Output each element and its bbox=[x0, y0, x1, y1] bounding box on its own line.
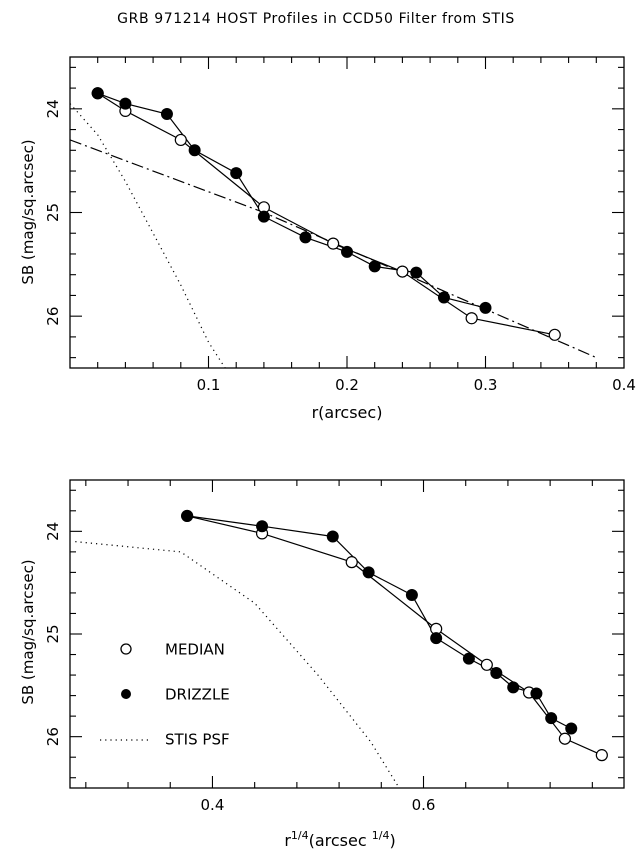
median-point bbox=[327, 237, 340, 250]
legend-drizzle-marker bbox=[121, 689, 131, 699]
x-tick-label: 0.6 bbox=[412, 796, 436, 814]
top-series-lines bbox=[70, 92, 597, 368]
y-tick-label: 24 bbox=[44, 99, 62, 118]
drizzle-point bbox=[326, 530, 339, 543]
bottom-x-axis-label: r1/4(arcsec 1/4) bbox=[284, 829, 395, 850]
y-tick-label: 24 bbox=[44, 522, 62, 541]
drizzle-point bbox=[188, 144, 201, 157]
bottom-series-lines bbox=[75, 515, 603, 788]
median-point bbox=[480, 658, 493, 671]
bottom-series-line-drizzle bbox=[187, 515, 572, 730]
drizzle-point bbox=[479, 301, 492, 314]
drizzle-point bbox=[490, 667, 503, 680]
drizzle-point bbox=[430, 632, 443, 645]
top-series-line-stis-psf bbox=[70, 103, 226, 368]
median-point bbox=[548, 328, 561, 341]
bottom-series-line-median bbox=[186, 515, 603, 756]
drizzle-point bbox=[507, 681, 520, 694]
chart-title: GRB 971214 HOST Profiles in CCD50 Filter… bbox=[117, 11, 515, 27]
top-series-markers bbox=[91, 87, 561, 341]
x-tick-label: 0.1 bbox=[197, 376, 221, 394]
median-point bbox=[345, 556, 358, 569]
bottom-series-markers bbox=[181, 509, 608, 762]
drizzle-point bbox=[160, 108, 173, 121]
legend: MEDIAN DRIZZLE STIS PSF bbox=[100, 641, 230, 749]
top-x-tick-labels: 0.1 0.2 0.3 0.4 bbox=[197, 376, 636, 394]
drizzle-point bbox=[256, 520, 269, 533]
drizzle-point bbox=[545, 712, 558, 725]
drizzle-point bbox=[405, 588, 418, 601]
top-panel: 0.1 0.2 0.3 0.4 24 25 26 r(arcsec) SB (mag/sq… bbox=[19, 56, 636, 422]
median-point bbox=[396, 265, 409, 278]
top-ticks bbox=[70, 57, 624, 368]
top-y-axis-label: SB (mag/sq.arcsec) bbox=[19, 139, 37, 284]
drizzle-point bbox=[91, 87, 104, 100]
y-tick-label: 25 bbox=[44, 203, 62, 222]
top-plot-frame bbox=[69, 56, 625, 369]
x-tick-label: 0.4 bbox=[201, 796, 225, 814]
drizzle-point bbox=[181, 509, 194, 522]
legend-psf-label: STIS PSF bbox=[165, 731, 230, 749]
drizzle-point bbox=[530, 687, 543, 700]
drizzle-point bbox=[257, 210, 270, 223]
drizzle-point bbox=[462, 652, 475, 665]
top-series-line-drizzle bbox=[97, 92, 486, 309]
legend-median-marker bbox=[120, 643, 132, 655]
drizzle-point bbox=[341, 245, 353, 258]
bottom-y-axis-label: SB (mag/sq.arcsec) bbox=[19, 559, 37, 704]
bottom-y-tick-labels: 24 25 26 bbox=[44, 522, 62, 746]
bottom-x-axis-label-base: r bbox=[284, 831, 291, 850]
drizzle-point bbox=[230, 167, 243, 180]
bottom-x-axis-label-end: ) bbox=[389, 831, 395, 850]
top-series-line-median bbox=[97, 92, 555, 336]
y-tick-label: 26 bbox=[44, 727, 62, 746]
x-tick-label: 0.3 bbox=[474, 376, 498, 394]
median-point bbox=[558, 732, 572, 745]
median-point bbox=[595, 749, 608, 762]
y-tick-label: 26 bbox=[44, 307, 62, 326]
bottom-series-line-stis-psf bbox=[75, 541, 400, 788]
top-x-axis-label: r(arcsec) bbox=[312, 403, 383, 422]
drizzle-point bbox=[410, 266, 423, 279]
bottom-x-axis-label-sup: 1/4 bbox=[291, 829, 309, 842]
drizzle-point bbox=[565, 722, 578, 735]
x-tick-label: 0.2 bbox=[335, 376, 359, 394]
median-point bbox=[174, 133, 187, 147]
legend-drizzle-label: DRIZZLE bbox=[165, 686, 230, 704]
drizzle-point bbox=[362, 566, 375, 579]
drizzle-point bbox=[299, 231, 312, 244]
y-tick-label: 25 bbox=[44, 624, 62, 643]
legend-median-label: MEDIAN bbox=[165, 641, 225, 659]
x-tick-label: 0.4 bbox=[612, 376, 636, 394]
drizzle-point bbox=[437, 291, 450, 304]
bottom-ticks bbox=[70, 480, 624, 788]
bottom-x-axis-label-main: (arcsec bbox=[309, 831, 372, 850]
drizzle-point bbox=[368, 260, 381, 273]
top-y-tick-labels: 24 25 26 bbox=[44, 99, 62, 325]
drizzle-point bbox=[119, 97, 132, 110]
bottom-plot-frame bbox=[69, 479, 625, 789]
bottom-x-axis-label-unit-sup: 1/4 bbox=[372, 829, 390, 842]
bottom-x-tick-labels: 0.4 0.6 bbox=[201, 796, 436, 814]
median-point bbox=[465, 312, 478, 325]
